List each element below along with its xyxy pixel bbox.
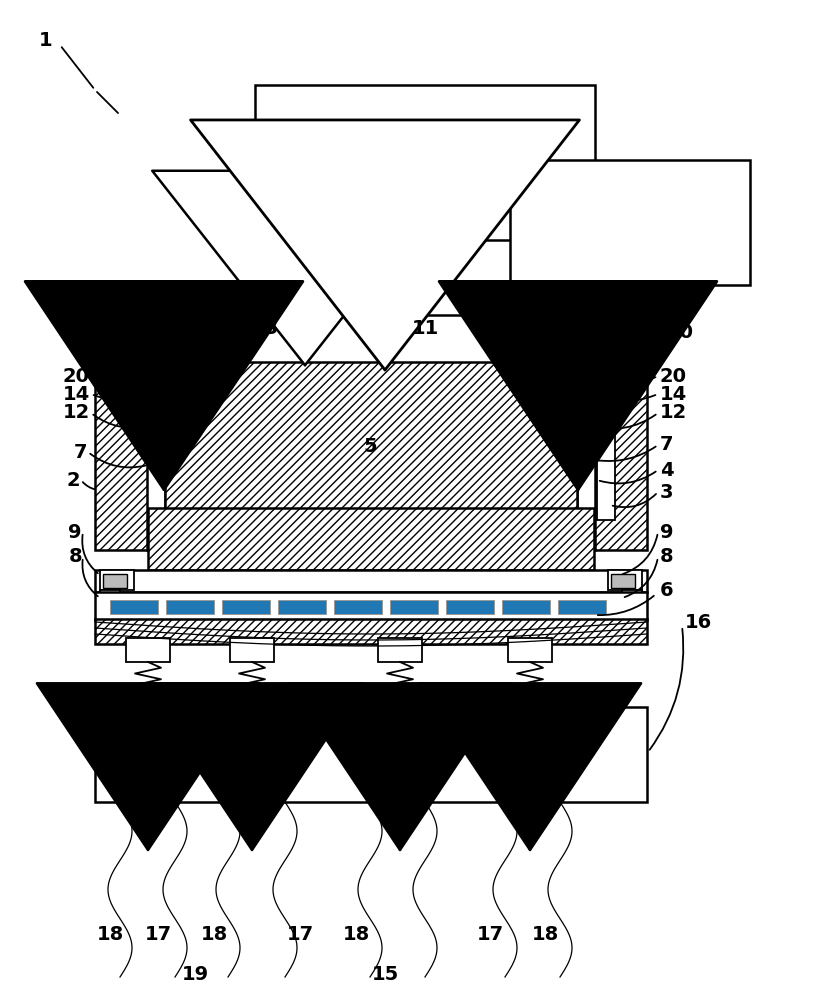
Bar [147,350,165,550]
Text: 7: 7 [74,442,87,462]
Circle shape [568,372,588,392]
Text: 12: 12 [659,403,686,422]
Text: 9: 9 [659,522,672,542]
Text: 18: 18 [531,925,558,944]
Bar [148,508,593,570]
Bar [568,392,586,500]
Text: 15: 15 [371,965,398,984]
Text: 19: 19 [181,965,208,984]
Text: 2: 2 [66,471,80,489]
Bar [110,600,158,614]
Text: 18: 18 [342,925,369,944]
Circle shape [153,372,173,392]
Bar [126,638,170,662]
Bar [95,570,646,592]
Text: 6: 6 [659,580,673,599]
Bar [333,600,381,614]
Bar [222,600,270,614]
Bar [508,638,552,662]
Bar [103,574,127,588]
Bar [100,590,120,602]
Bar [576,350,595,550]
Text: 12: 12 [63,403,90,422]
Bar [610,574,634,588]
Text: 16: 16 [684,612,711,632]
Text: 17: 17 [476,925,503,944]
Bar [390,600,437,614]
Bar [501,600,549,614]
Bar [147,371,595,393]
Text: 14: 14 [659,384,686,403]
Bar [378,638,422,662]
Bar [95,619,646,644]
Text: 8: 8 [69,548,82,566]
Bar [607,570,641,590]
Bar [446,600,494,614]
Text: 18: 18 [200,925,227,944]
Text: 13: 13 [251,318,278,338]
Bar [95,592,646,620]
Bar [147,315,595,370]
Bar [230,638,274,662]
Text: 5: 5 [363,438,376,456]
Bar [95,370,153,550]
Bar [278,600,326,614]
Text: 3: 3 [659,483,672,502]
Text: 17: 17 [286,925,313,944]
Bar [165,362,576,512]
Bar [596,390,614,520]
Bar [621,590,641,602]
Bar [155,392,173,500]
Text: 8: 8 [659,548,673,566]
Bar [100,570,134,590]
Text: 7: 7 [659,436,672,454]
Text: 1: 1 [39,31,53,50]
Text: 20: 20 [659,366,686,385]
Bar [165,600,213,614]
Text: 9: 9 [69,522,82,542]
Bar [557,600,605,614]
Text: 14: 14 [63,384,90,403]
Bar [588,370,646,550]
Text: 11: 11 [411,318,438,338]
Bar [255,85,595,240]
Text: 17: 17 [144,925,171,944]
Bar [509,160,749,285]
Bar [95,707,646,802]
Text: 4: 4 [659,460,673,480]
Text: 20: 20 [63,366,90,385]
Text: 10: 10 [666,322,693,342]
Text: 18: 18 [96,925,123,944]
